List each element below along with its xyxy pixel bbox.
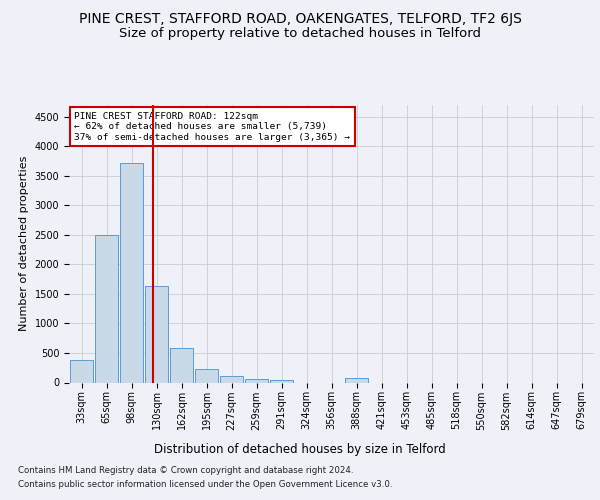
Bar (194, 369, 218, 382)
Bar (70, 360, 94, 382)
Y-axis label: Number of detached properties: Number of detached properties (19, 156, 29, 332)
Bar (170, 348, 193, 382)
Text: Contains HM Land Registry data © Crown copyright and database right 2024.: Contains HM Land Registry data © Crown c… (18, 466, 353, 475)
Text: PINE CREST STAFFORD ROAD: 122sqm
← 62% of detached houses are smaller (5,739)
37: PINE CREST STAFFORD ROAD: 122sqm ← 62% o… (74, 112, 350, 142)
Text: Distribution of detached houses by size in Telford: Distribution of detached houses by size … (154, 442, 446, 456)
Bar (269, 380, 293, 382)
Bar (119, 163, 143, 382)
Text: Size of property relative to detached houses in Telford: Size of property relative to detached ho… (119, 28, 481, 40)
Bar (245, 379, 268, 382)
Text: Contains public sector information licensed under the Open Government Licence v3: Contains public sector information licen… (18, 480, 392, 489)
Bar (344, 378, 368, 382)
Bar (220, 376, 244, 382)
Text: PINE CREST, STAFFORD ROAD, OAKENGATES, TELFORD, TF2 6JS: PINE CREST, STAFFORD ROAD, OAKENGATES, T… (79, 12, 521, 26)
Bar (145, 286, 169, 382)
Bar (95, 235, 118, 382)
